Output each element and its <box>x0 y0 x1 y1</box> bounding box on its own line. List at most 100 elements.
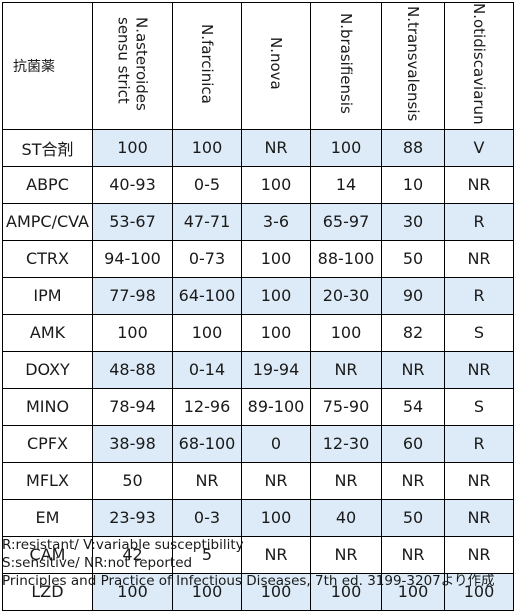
drug-name-cell: IPM <box>2 276 93 315</box>
column-header: N.otidiscaviarun <box>444 2 514 130</box>
value-cell: 100 <box>172 313 242 352</box>
footnotes: R:resistant/ V:variable susceptibility S… <box>2 536 513 590</box>
column-header: N.nova <box>241 2 311 130</box>
footnote-legend-2: S:sensitive/ NR:not reported <box>2 555 193 571</box>
drug-name-cell: CAM <box>2 535 93 574</box>
column-header: N.brasifiensis <box>310 2 382 130</box>
table-header-row: 抗菌薬 N.asteroides sensu strict N.farcinica… <box>2 2 514 130</box>
column-header: N.asteroides sensu strict <box>92 2 173 130</box>
table-row: CPFX 38-98 68-100 0 12-30 60 R <box>2 424 514 463</box>
table-row: AMPC/CVA 53-67 47-71 3-6 65-97 30 R <box>2 202 514 241</box>
drug-name-cell: MFLX <box>2 461 93 500</box>
value-cell: 0-3 <box>172 498 242 537</box>
value-cell: 65-97 <box>310 202 382 241</box>
value-cell: 40-93 <box>92 165 173 204</box>
value-cell: S <box>444 313 514 352</box>
table-row: EM 23-93 0-3 100 40 50 NR <box>2 498 514 537</box>
value-cell: 100 <box>241 313 311 352</box>
footnote-source: Principles and Practice of Infectious Di… <box>2 573 495 589</box>
value-cell: NR <box>444 461 514 500</box>
value-cell: 100 <box>172 128 242 167</box>
value-cell: NR <box>310 350 382 389</box>
value-cell: 88 <box>381 128 445 167</box>
drug-name-cell: CTRX <box>2 239 93 278</box>
drug-name-cell: CPFX <box>2 424 93 463</box>
column-header: N.farcinica <box>172 2 242 130</box>
value-cell: 60 <box>381 424 445 463</box>
value-cell: 100 <box>310 313 382 352</box>
value-cell: NR <box>241 535 311 574</box>
value-cell: 100 <box>92 128 173 167</box>
value-cell: 100 <box>92 313 173 352</box>
value-cell: 82 <box>381 313 445 352</box>
value-cell: 68-100 <box>172 424 242 463</box>
value-cell: 0 <box>241 424 311 463</box>
value-cell: 30 <box>381 202 445 241</box>
column-header-label: N.brasifiensis <box>337 13 355 115</box>
value-cell: NR <box>444 165 514 204</box>
value-cell: NR <box>444 239 514 278</box>
value-cell: 94-100 <box>92 239 173 278</box>
value-cell: 64-100 <box>172 276 242 315</box>
table-row: MINO 78-94 12-96 89-100 75-90 54 S <box>2 387 514 426</box>
column-header: N.transvalensis <box>381 2 445 130</box>
value-cell: 54 <box>381 387 445 426</box>
value-cell: 48-88 <box>92 350 173 389</box>
value-cell: R <box>444 424 514 463</box>
table-row: DOXY 48-88 0-14 19-94 NR NR NR <box>2 350 514 389</box>
drug-name-cell: MINO <box>2 387 93 426</box>
drug-name-cell: ABPC <box>2 165 93 204</box>
value-cell: 19-94 <box>241 350 311 389</box>
table-body: ST合剤 100 100 NR 100 88 V ABPC 40-93 0-5 100 14 10 NR A… <box>2 128 514 611</box>
table-row: AMK 100 100 100 100 82 S <box>2 313 514 352</box>
value-cell: V <box>444 128 514 167</box>
value-cell: 100 <box>241 276 311 315</box>
value-cell: 12-30 <box>310 424 382 463</box>
value-cell: 100 <box>241 498 311 537</box>
value-cell: NR <box>172 461 242 500</box>
column-header-label: N.otidiscaviarun <box>470 3 488 125</box>
drug-name-cell: DOXY <box>2 350 93 389</box>
value-cell: 20-30 <box>310 276 382 315</box>
value-cell: NR <box>241 461 311 500</box>
table-row: ABPC 40-93 0-5 100 14 10 NR <box>2 165 514 204</box>
value-cell: NR <box>381 350 445 389</box>
value-cell: 0-5 <box>172 165 242 204</box>
value-cell: 100 <box>310 128 382 167</box>
value-cell: NR <box>444 498 514 537</box>
value-cell: 78-94 <box>92 387 173 426</box>
value-cell: 0-14 <box>172 350 242 389</box>
value-cell: 77-98 <box>92 276 173 315</box>
drug-name-cell: ST合剤 <box>2 128 93 167</box>
value-cell: NR <box>381 461 445 500</box>
value-cell: 50 <box>381 498 445 537</box>
value-cell: 100 <box>241 239 311 278</box>
table-row: ST合剤 100 100 NR 100 88 V <box>2 128 514 167</box>
value-cell: 3-6 <box>241 202 311 241</box>
column-header-label: N.transvalensis <box>404 6 422 122</box>
column-header-line: N.asteroides <box>132 16 151 111</box>
drug-name-cell: AMPC/CVA <box>2 202 93 241</box>
value-cell: 23-93 <box>92 498 173 537</box>
value-cell: NR <box>444 350 514 389</box>
value-cell: S <box>444 387 514 426</box>
value-cell: 40 <box>310 498 382 537</box>
value-cell: 0-73 <box>172 239 242 278</box>
footnote-legend-1: R:resistant/ V:variable susceptibility <box>2 537 244 553</box>
value-cell: 90 <box>381 276 445 315</box>
drug-name-cell: AMK <box>2 313 93 352</box>
value-cell: 10 <box>381 165 445 204</box>
corner-label: 抗菌薬 <box>13 58 55 75</box>
value-cell: 100 <box>241 165 311 204</box>
column-header-label: N.nova <box>267 37 285 91</box>
value-cell: 50 <box>92 461 173 500</box>
value-cell: R <box>444 202 514 241</box>
table-row: CTRX 94-100 0-73 100 88-100 50 NR <box>2 239 514 278</box>
value-cell: NR <box>241 128 311 167</box>
value-cell: NR <box>444 535 514 574</box>
value-cell: 89-100 <box>241 387 311 426</box>
value-cell: R <box>444 276 514 315</box>
value-cell: 47-71 <box>172 202 242 241</box>
